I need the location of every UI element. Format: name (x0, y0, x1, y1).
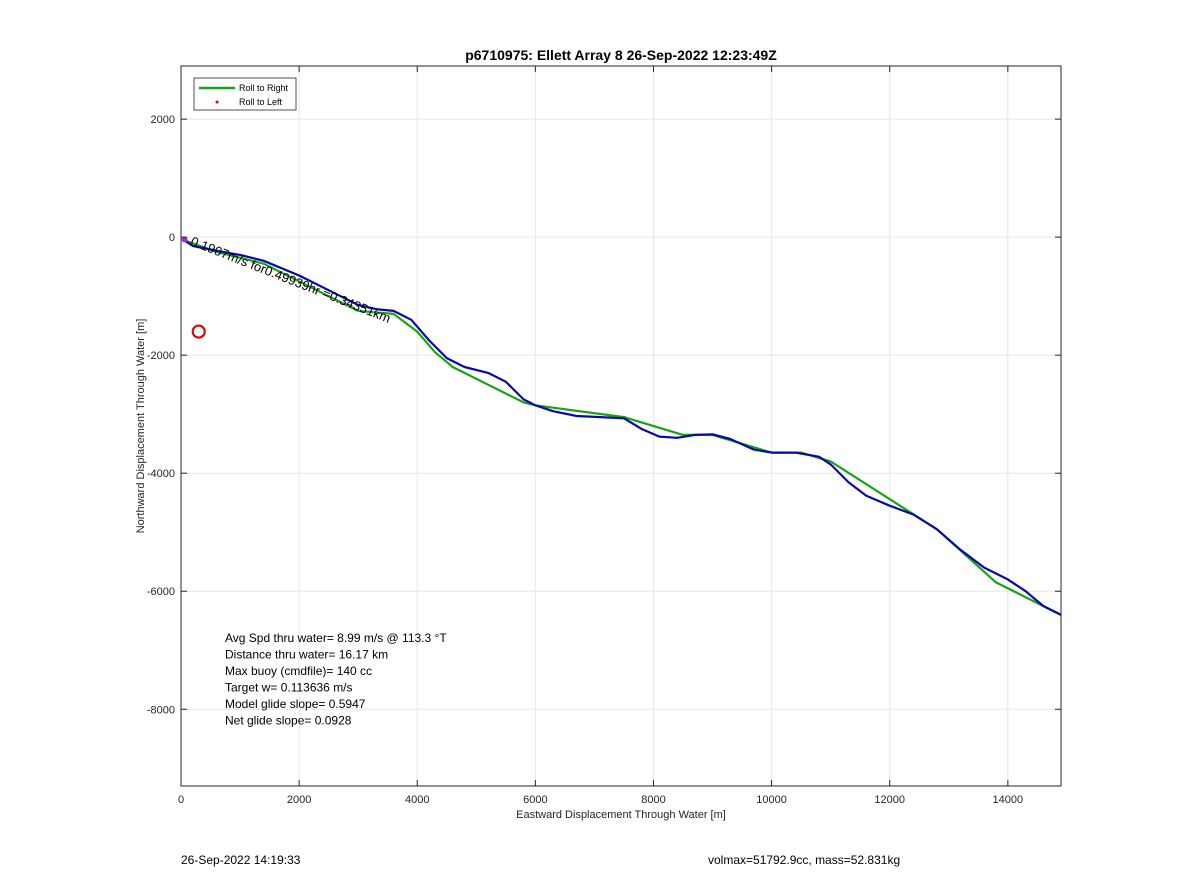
segment-label: 0.1907m/s for0.49939hr =0.34351km (189, 234, 393, 326)
footer-timestamp: 26-Sep-2022 14:19:33 (181, 853, 301, 867)
legend-label: Roll to Right (239, 83, 289, 93)
footer-info: volmax=51792.9cc, mass=52.831kg (708, 853, 901, 867)
y-tick-label: 2000 (151, 114, 175, 126)
series-group (181, 236, 1062, 616)
stats-block: Avg Spd thru water= 8.99 m/s @ 113.3 °T D… (225, 631, 447, 728)
y-tick-label: -2000 (147, 350, 175, 362)
y-axis-label: Northward Displacement Through Water [m] (135, 319, 147, 534)
legend-swatch-dot (215, 100, 219, 104)
x-tick-label: 14000 (993, 794, 1024, 806)
stat-line: Max buoy (cmdfile)= 140 cc (225, 664, 372, 678)
grid-lines (180, 66, 1061, 786)
legend-box (193, 77, 297, 111)
stat-line: Target w= 0.113636 m/s (225, 681, 353, 695)
x-tick-label: 8000 (641, 794, 665, 806)
y-tick-label: 0 (169, 232, 175, 244)
tick-group: 0 2000 4000 6000 8000 10000 12000 14000 2000 0 -20… (147, 66, 1061, 806)
stat-line: Net glide slope= 0.0928 (225, 714, 352, 728)
x-tick-label: 4000 (405, 794, 429, 806)
x-tick-label: 2000 (287, 794, 311, 806)
stat-line: Avg Spd thru water= 8.99 m/s @ 113.3 °T (225, 631, 447, 645)
stat-line: Model glide slope= 0.5947 (225, 697, 366, 711)
marker-circle (191, 324, 206, 339)
start-marker (181, 236, 188, 243)
stat-line: Distance thru water= 16.17 km (225, 648, 388, 662)
x-tick-label: 10000 (756, 794, 787, 806)
y-tick-label: -6000 (147, 586, 175, 598)
plot-frame (180, 65, 1062, 787)
legend-label: Roll to Left (239, 97, 283, 107)
chart-title: p6710975: Ellett Array 8 26-Sep-2022 12:… (465, 47, 777, 63)
legend: Roll to Right Roll to Left (193, 77, 297, 111)
x-tick-label: 12000 (874, 794, 905, 806)
x-axis-label: Eastward Displacement Through Water [m] (516, 809, 726, 821)
y-tick-label: -4000 (147, 468, 175, 480)
y-tick-label: -8000 (147, 704, 175, 716)
x-tick-label: 0 (178, 794, 184, 806)
series-line-2 (183, 239, 1062, 616)
x-tick-label: 6000 (523, 794, 547, 806)
